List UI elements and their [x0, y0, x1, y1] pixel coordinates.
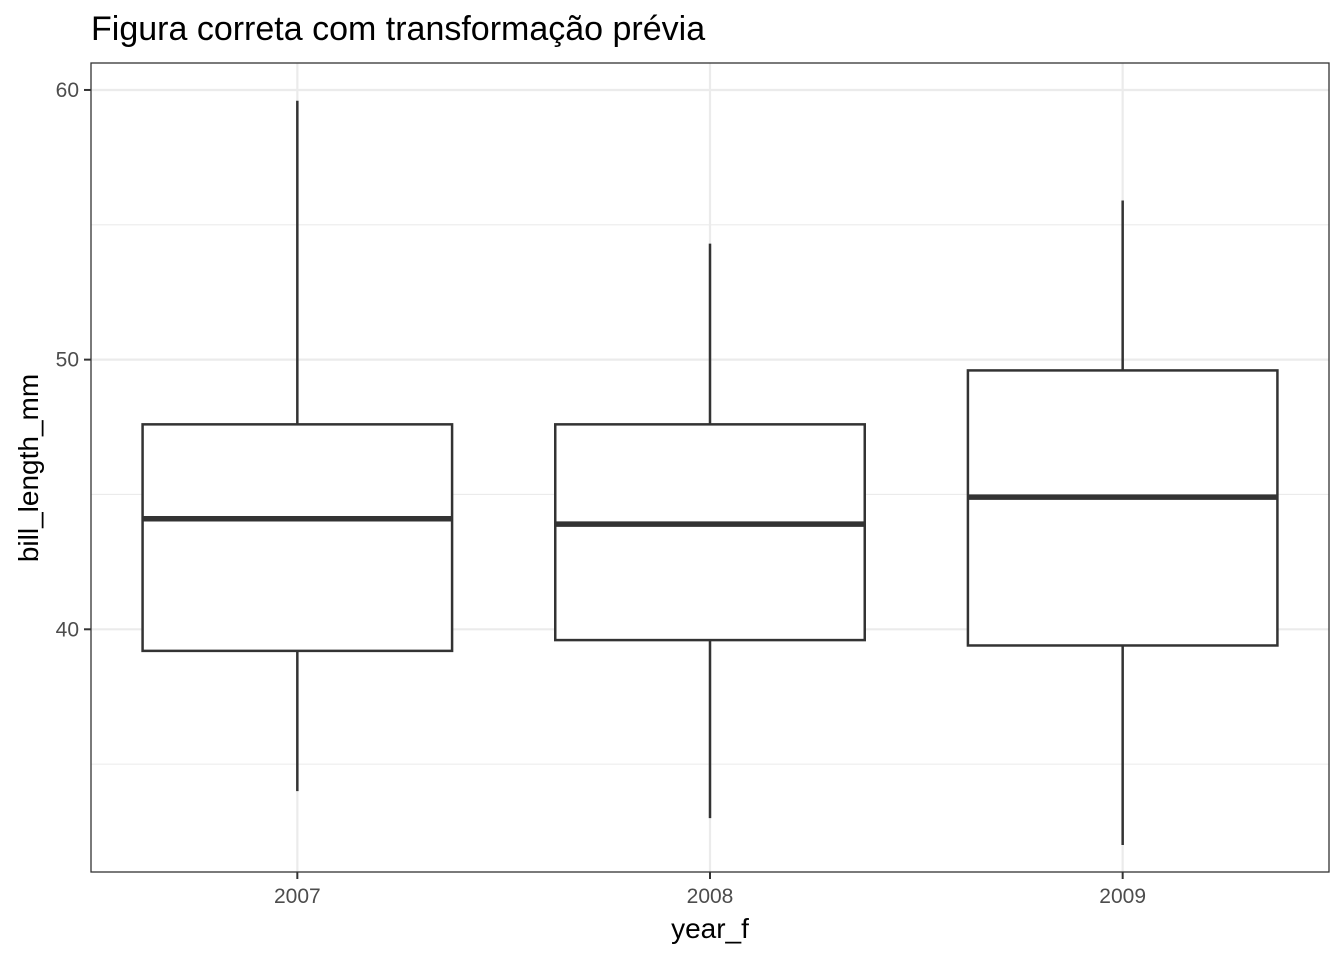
x-tick-label: 2009 — [1099, 885, 1146, 908]
box-2007 — [141, 100, 454, 792]
y-axis-title: bill_length_mm — [13, 374, 44, 562]
x-axis-title: year_f — [671, 913, 749, 944]
x-tick-label: 2007 — [274, 885, 321, 908]
box-2009 — [966, 200, 1279, 846]
y-tick-label: 60 — [56, 79, 79, 102]
y-tick-label: 40 — [56, 618, 79, 641]
y-tick-label: 50 — [56, 349, 79, 372]
chart-title: Figura correta com transformação prévia — [91, 10, 705, 48]
box-2008 — [554, 243, 866, 819]
box-iqr — [966, 369, 1279, 647]
tick-layer: 40 50 60 2007 2008 2009 — [56, 79, 1146, 908]
x-tick-label: 2008 — [687, 885, 734, 908]
box-layer — [141, 100, 1279, 846]
box-iqr — [554, 423, 866, 642]
box-iqr — [141, 423, 454, 653]
